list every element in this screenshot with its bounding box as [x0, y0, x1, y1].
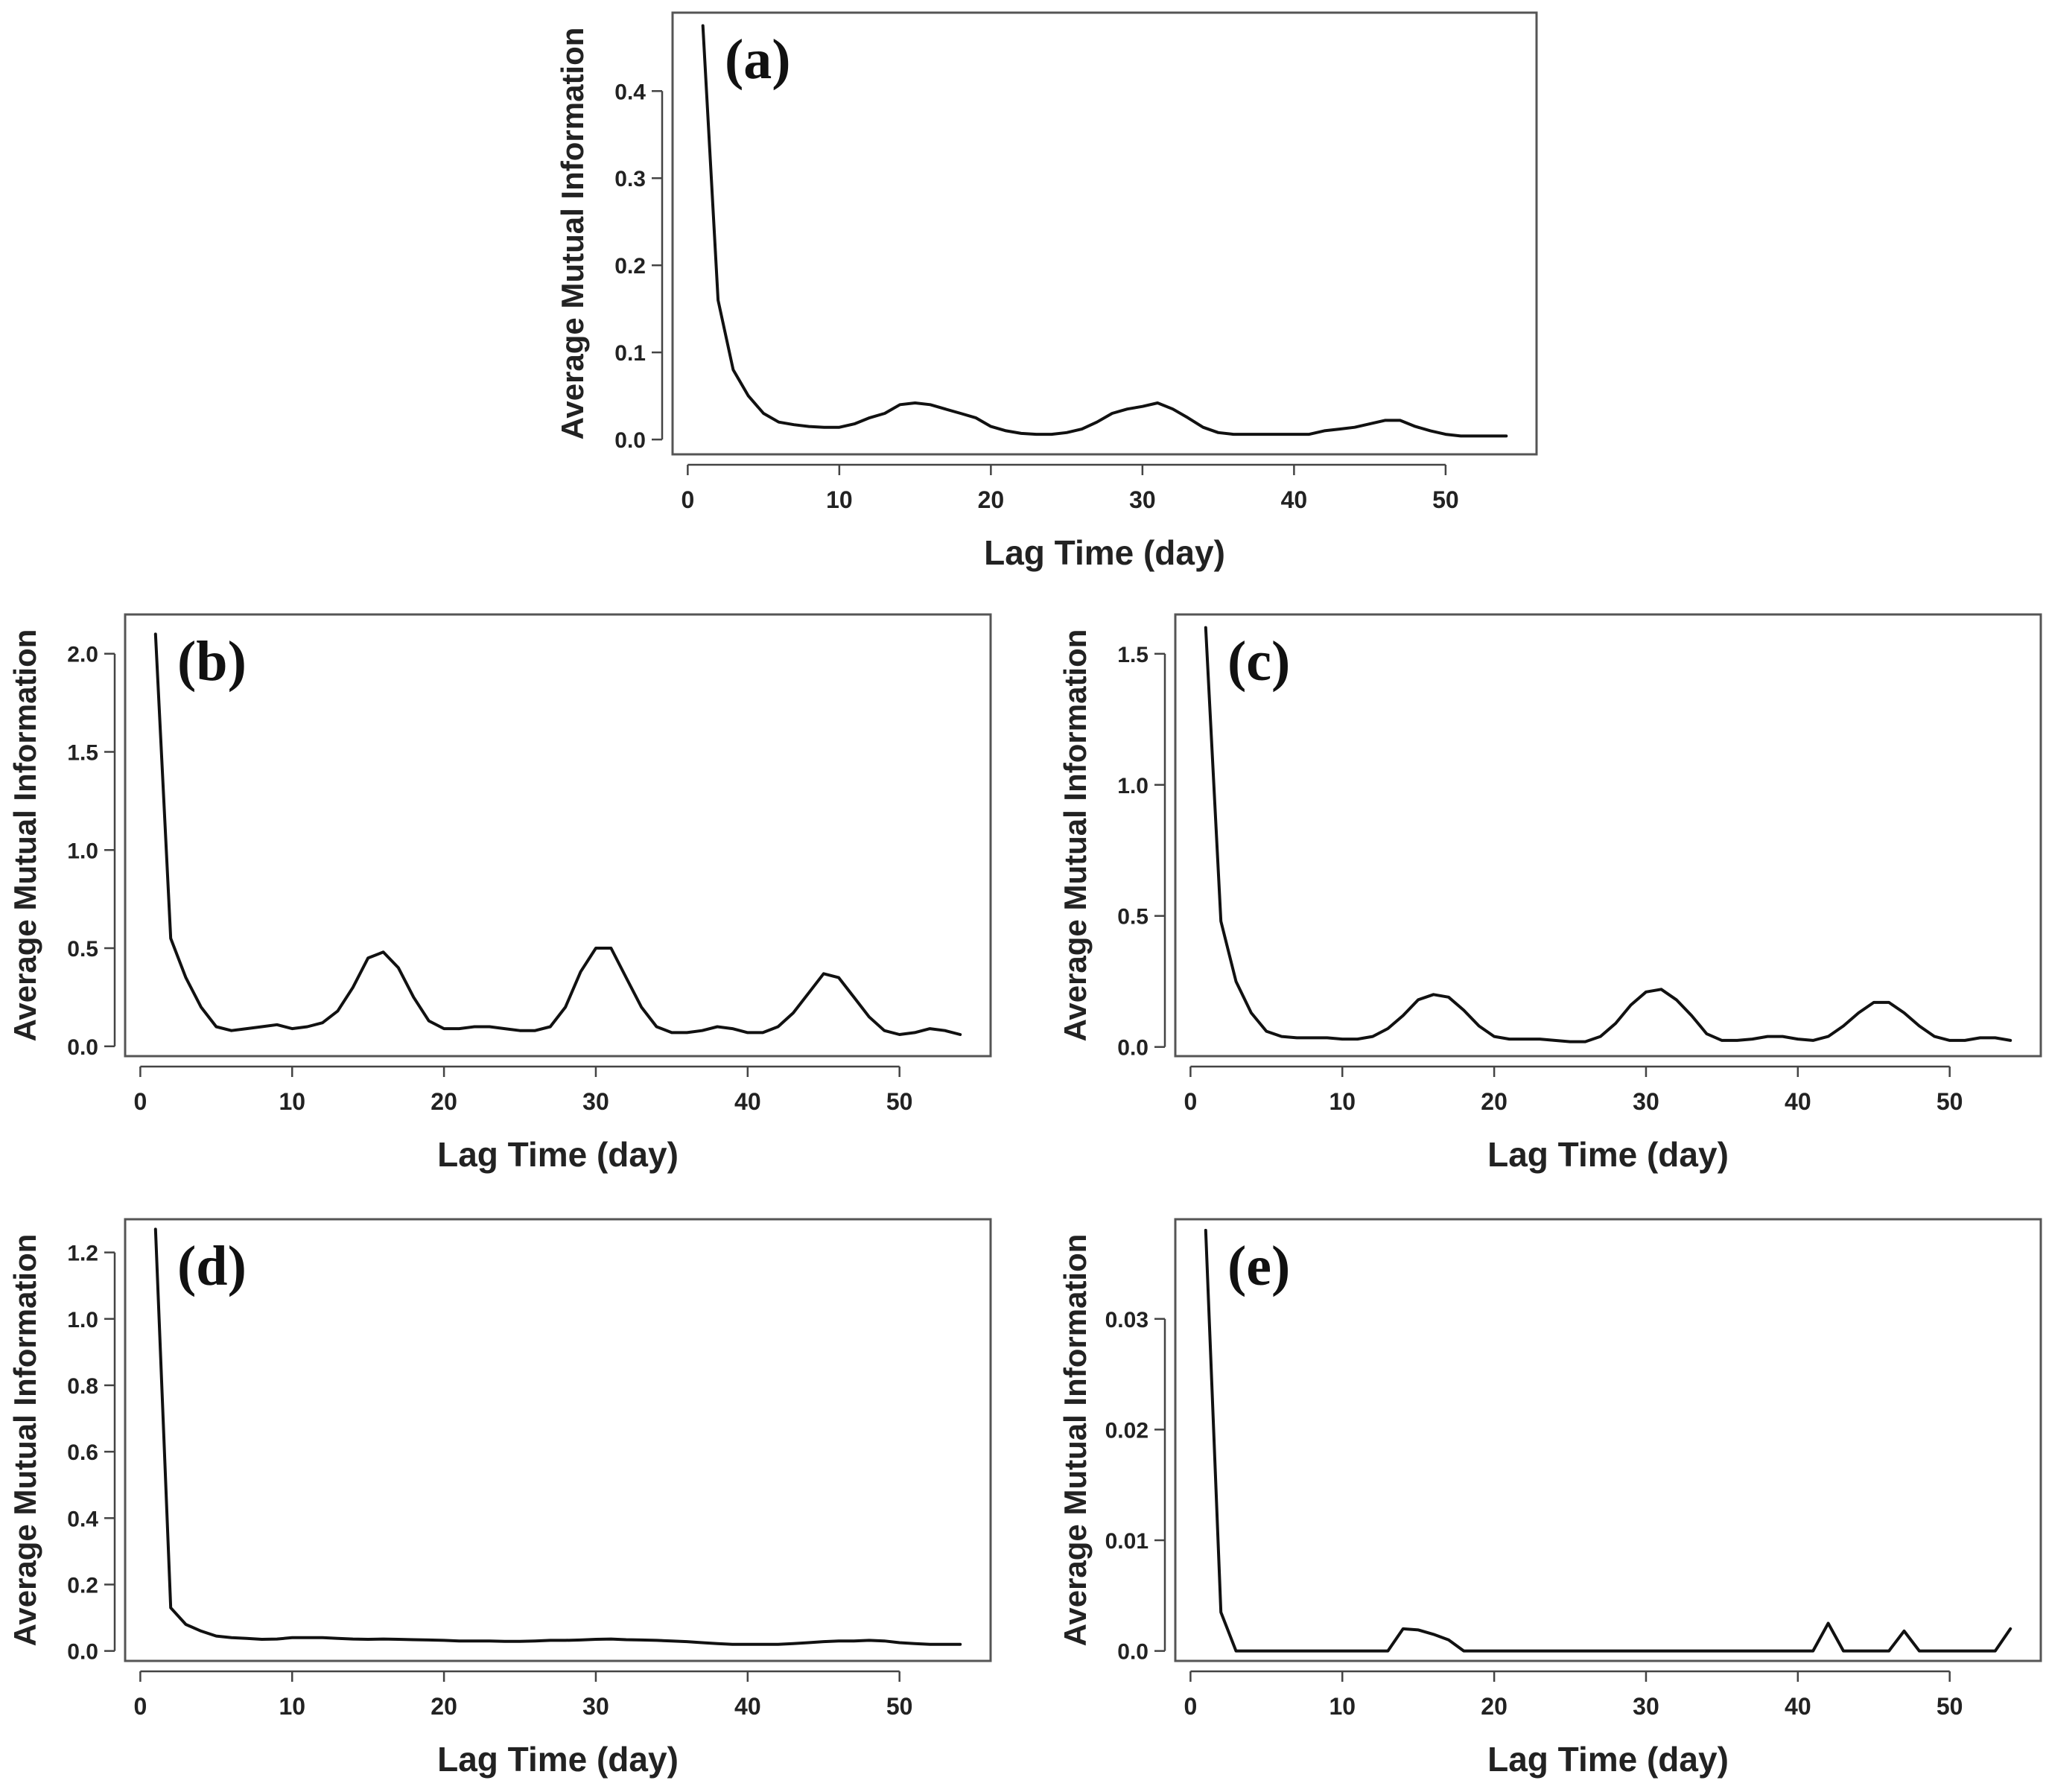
x-tick-label: 30 [582, 1088, 609, 1115]
y-axis-title: Average Mutual Information [555, 28, 590, 440]
x-tick-label: 40 [1785, 1088, 1811, 1115]
x-tick-label: 10 [1329, 1693, 1356, 1720]
y-tick-label: 0.2 [67, 1573, 98, 1598]
plot-frame [1174, 613, 2042, 1058]
y-tick-label: 1.0 [67, 1308, 98, 1332]
panel-label: (d) [177, 1235, 247, 1297]
panel-a: 0 10 20 30 40 50 0.0 0.1 0.2 0.3 0.4 Lag Time (day)… [555, 11, 1538, 572]
x-axis-title: Lag Time (day) [437, 1740, 679, 1779]
x-tick-label: 40 [734, 1693, 761, 1720]
y-tick-label: 0.2 [614, 254, 646, 279]
panel-d: 0 10 20 30 40 50 0.0 0.2 0.4 0.6 0.8 1.0 1.2 Lag Time… [7, 1218, 992, 1779]
x-tick-label: 50 [1937, 1088, 1963, 1115]
y-tick-label: 0.0 [67, 1035, 98, 1060]
x-axis-title: Lag Time (day) [1487, 1135, 1729, 1174]
x-tick-label: 30 [582, 1693, 609, 1720]
x-tick-label: 50 [1937, 1693, 1963, 1720]
x-axis-title: Lag Time (day) [1487, 1740, 1729, 1779]
x-axis-title: Lag Time (day) [984, 533, 1225, 572]
series-line [1204, 1228, 2012, 1653]
x-tick-label: 20 [1481, 1693, 1508, 1720]
x-tick-label: 40 [1281, 486, 1308, 513]
x-tick-label: 0 [681, 486, 694, 513]
x-tick-label: 10 [1329, 1088, 1356, 1115]
x-tick-label: 20 [431, 1693, 457, 1720]
series-line [153, 1227, 962, 1646]
plot-frame [1174, 1218, 2042, 1662]
y-tick-label: 1.5 [1117, 643, 1149, 667]
panel-label: (e) [1227, 1235, 1290, 1297]
y-tick-label: 1.0 [67, 839, 98, 863]
x-tick-label: 10 [279, 1693, 305, 1720]
x-tick-label: 20 [431, 1088, 457, 1115]
x-tick-label: 40 [1785, 1693, 1811, 1720]
panel-label: (b) [177, 630, 247, 693]
x-tick-label: 0 [1184, 1693, 1197, 1720]
x-tick-label: 40 [734, 1088, 761, 1115]
y-tick-label: 1.0 [1117, 774, 1149, 798]
x-tick-label: 50 [1432, 486, 1459, 513]
y-tick-label: 0.0 [614, 428, 646, 453]
y-tick-label: 0.02 [1105, 1418, 1149, 1443]
y-axis-title: Average Mutual Information [7, 629, 42, 1042]
x-tick-label: 0 [133, 1693, 147, 1720]
y-tick-label: 0.3 [614, 167, 646, 191]
y-axis-title: Average Mutual Information [7, 1234, 42, 1647]
x-tick-label: 30 [1633, 1693, 1659, 1720]
x-tick-label: 10 [279, 1088, 305, 1115]
x-tick-label: 20 [978, 486, 1005, 513]
x-tick-label: 0 [1184, 1088, 1197, 1115]
panel-b: 0 10 20 30 40 50 0.0 0.5 1.0 1.5 2.0 Lag Time (day)… [7, 613, 992, 1174]
x-tick-label: 0 [133, 1088, 147, 1115]
y-tick-label: 0.01 [1105, 1529, 1149, 1554]
y-tick-label: 0.0 [1117, 1036, 1149, 1061]
x-tick-label: 10 [826, 486, 853, 513]
y-tick-label: 0.4 [67, 1507, 98, 1531]
y-tick-label: 2.0 [67, 643, 98, 667]
x-tick-label: 20 [1481, 1088, 1508, 1115]
y-tick-label: 0.4 [614, 80, 646, 104]
panel-label: (c) [1227, 630, 1290, 693]
plot-frame [124, 613, 992, 1058]
panel-e: 0 10 20 30 40 50 0.0 0.01 0.02 0.03 Lag Time (day)… [1058, 1218, 2042, 1779]
x-tick-label: 50 [886, 1693, 913, 1720]
y-tick-label: 1.5 [67, 740, 98, 765]
x-tick-label: 30 [1633, 1088, 1659, 1115]
panel-c: 0 10 20 30 40 50 0.0 0.5 1.0 1.5 Lag Time (day) Ave… [1058, 613, 2042, 1174]
y-tick-label: 1.2 [67, 1242, 98, 1266]
y-tick-label: 0.1 [614, 341, 646, 366]
y-tick-label: 0.0 [1117, 1640, 1149, 1665]
y-axis-title: Average Mutual Information [1058, 629, 1093, 1042]
series-line [701, 24, 1508, 438]
y-tick-label: 0.5 [1117, 905, 1149, 930]
series-line [1204, 626, 2012, 1043]
plot-frame [671, 11, 1538, 456]
y-tick-label: 0.6 [67, 1440, 98, 1465]
series-line [153, 632, 962, 1036]
y-tick-label: 0.8 [67, 1374, 98, 1399]
panel-label: (a) [725, 28, 791, 91]
y-tick-label: 0.0 [67, 1640, 98, 1665]
y-tick-label: 0.03 [1105, 1308, 1149, 1332]
plot-frame [124, 1218, 992, 1662]
x-tick-label: 50 [886, 1088, 913, 1115]
x-tick-label: 30 [1129, 486, 1156, 513]
y-tick-label: 0.5 [67, 937, 98, 962]
x-axis-title: Lag Time (day) [437, 1135, 679, 1174]
y-axis-title: Average Mutual Information [1058, 1234, 1093, 1647]
